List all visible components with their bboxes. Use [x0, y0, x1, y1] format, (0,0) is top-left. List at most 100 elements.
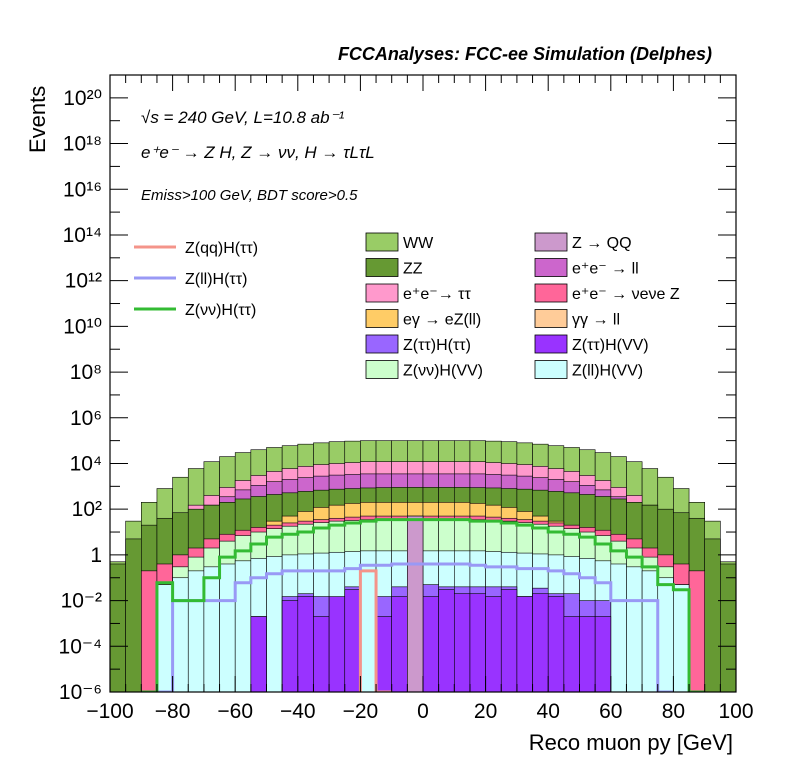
- y-tick-label: 10²⁰: [63, 87, 102, 110]
- bar-z-h-vv: [391, 596, 408, 692]
- legend-label: Z → QQ: [572, 235, 632, 252]
- legend-label: Z(ll)H(ττ): [185, 271, 247, 288]
- legend-label: eγ → eZ(ll): [403, 312, 481, 329]
- x-tick-label: 80: [662, 700, 685, 723]
- y-axis-label: Events: [25, 86, 50, 153]
- y-tick-label: 10²: [72, 498, 102, 521]
- bar-z-h-vv: [422, 596, 439, 692]
- legend-label: γγ → ll: [572, 312, 620, 329]
- legend-label: Z(ll)H(VV): [572, 363, 643, 380]
- y-tick-label: 10¹⁶: [63, 178, 102, 201]
- bar-z-ll-h-vv: [641, 570, 659, 692]
- bar-z-ll-h-vv: [219, 563, 236, 692]
- legend-label: Z(νν)H(ττ): [185, 302, 256, 319]
- bar-z-h-vv: [344, 589, 361, 692]
- x-tick-label: −40: [280, 700, 316, 723]
- bar-z-ll-h-vv: [266, 556, 283, 692]
- y-tick-label: 10⁸: [70, 361, 102, 384]
- bar-e-e-e-e-z: [688, 570, 705, 692]
- y-tick-label: 10¹⁰: [63, 315, 102, 338]
- bar-z-h-vv: [532, 593, 549, 692]
- x-tick-label: 60: [599, 700, 622, 723]
- legend-swatch-z-h: [365, 334, 399, 354]
- legend-swatch-e-e: [365, 283, 399, 303]
- y-tick-label: 10¹⁸: [63, 133, 102, 156]
- x-tick-label: −80: [155, 700, 191, 723]
- bar-z-h-vv: [516, 596, 533, 692]
- bar-z-h-vv: [328, 596, 346, 692]
- legend-label: WW: [403, 235, 434, 252]
- bar-z-h-vv: [547, 596, 565, 692]
- bar-zz: [720, 563, 736, 692]
- legend-swatch-zz: [365, 258, 399, 277]
- line-z-h: [141, 518, 705, 692]
- x-axis-label: Reco muon py [GeV]: [529, 730, 733, 755]
- x-tick-label: 100: [718, 700, 753, 723]
- stack-layer: [110, 440, 736, 692]
- bar-z-h-vv: [453, 593, 471, 692]
- y-tick-label: 1: [90, 544, 102, 567]
- y-tick-label: 10⁻²: [61, 590, 102, 613]
- y-tick-label: 10⁻⁶: [59, 681, 102, 704]
- legend-label: e⁺e⁻→ ττ: [403, 286, 471, 303]
- legend-swatch-ll: [534, 309, 568, 328]
- bar-z-h-vv: [469, 593, 486, 692]
- legend-label: e⁺e⁻ → ll: [572, 261, 639, 278]
- bar-z-h-vv: [438, 589, 455, 692]
- signal-layer: [141, 518, 705, 692]
- bar-zz: [110, 563, 126, 692]
- bar-z-ll-h-vv: [156, 584, 173, 692]
- x-tick-label: −60: [217, 700, 253, 723]
- bar-z-ll-h-vv: [234, 560, 252, 692]
- x-tick-label: 0: [417, 700, 429, 723]
- bar-z-h-vv: [579, 616, 596, 692]
- bar-zz: [125, 538, 142, 692]
- legend-label: ZZ: [403, 261, 423, 278]
- bar-z-ll-h-vv: [203, 566, 220, 692]
- line-z-qq-h: [358, 569, 392, 692]
- legend-label: Z(ττ)H(ττ): [403, 337, 471, 354]
- bar-z-ll-h-vv: [610, 563, 627, 692]
- legend-label: e⁺e⁻ → νeνe Z: [572, 286, 680, 303]
- line-z-ll-h: [156, 562, 674, 692]
- legend-label: Z(νν)H(VV): [403, 363, 483, 380]
- x-tick-label: 40: [537, 700, 560, 723]
- bar-z-h-vv: [281, 600, 299, 692]
- bar-z-h-vv: [594, 616, 612, 692]
- x-tick-label: 20: [474, 700, 497, 723]
- bar-z-h-vv: [500, 589, 518, 692]
- bar-z-h-vv: [250, 616, 267, 692]
- chart-header: FCCAnalyses: FCC-ee Simulation (Delphes): [338, 44, 712, 64]
- legend-swatch-z-qq: [534, 232, 568, 252]
- annotation-process: e⁺e⁻ → Z H, Z → νν, H → τLτL: [141, 143, 375, 162]
- legend-swatch-z-ll-h-vv: [534, 360, 568, 379]
- annotation-cuts: Emiss>100 GeV, BDT score>0.5: [141, 187, 358, 204]
- bar-z-ll-h-vv: [673, 584, 690, 692]
- legend-label: Z(ττ)H(VV): [572, 337, 649, 354]
- bar-z-ll-h-vv: [172, 577, 189, 692]
- bar-z-ll-h-vv: [657, 577, 674, 692]
- x-tick-label: −20: [343, 700, 379, 723]
- bar-e-e-e-e-z: [141, 570, 158, 692]
- y-tick-label: 10¹²: [65, 270, 102, 293]
- legend-swatch-z-h-vv: [365, 360, 399, 379]
- legend-swatch-ww: [365, 232, 399, 252]
- bar-z-h-vv: [485, 596, 502, 692]
- bar-z-h-vv: [313, 616, 330, 692]
- legend-label: Z(qq)H(ττ): [185, 240, 258, 257]
- x-tick-label: −100: [86, 700, 133, 723]
- legend-swatch-e-e-ll: [534, 258, 568, 277]
- bar-zz: [704, 538, 721, 692]
- y-tick-label: 10⁶: [70, 407, 102, 430]
- y-tick-label: 10⁻⁴: [59, 635, 102, 658]
- legend-swatch-e-e-e-e-z: [534, 283, 568, 303]
- bar-z-qq: [407, 515, 424, 692]
- bar-z-h-vv: [297, 596, 314, 692]
- bar-z-ll-h-vv: [626, 566, 643, 692]
- annotation-energy: √s = 240 GeV, L=10.8 ab⁻¹: [141, 108, 345, 127]
- legend: Z(qq)H(ττ) Z(ll)H(ττ) Z(νν)H(ττ) WW Z → QQ ZZ…: [134, 232, 680, 380]
- bar-z-h-vv: [375, 616, 392, 692]
- legend-swatch-z-h-vv: [534, 334, 568, 354]
- legend-swatch-e-ez-ll: [365, 309, 399, 328]
